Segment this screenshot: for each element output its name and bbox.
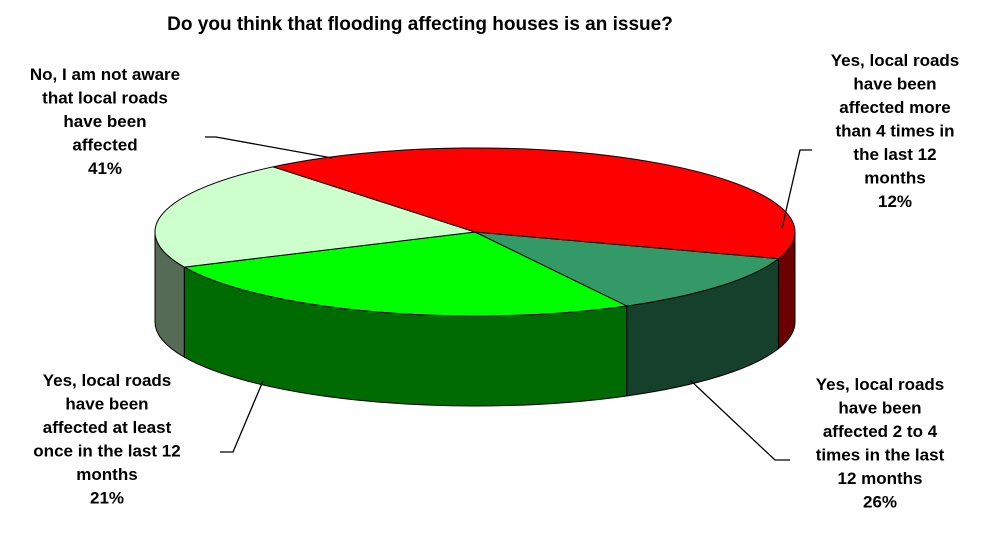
pie-slice-1 [182,231,629,317]
slice-label-2-line-2: affected at least [43,418,172,437]
percent-label-3: 41% [88,159,122,178]
pie-slice-2 [154,166,476,268]
slice-label-2-line-4: months [76,465,137,484]
slice-label-0-line-1: have been [853,75,936,94]
slice-label-0-line-5: months [864,169,925,188]
slice-label-2-line-1: have been [65,395,148,414]
slice-label-1-line-4: 12 months [837,469,922,488]
slice-label-2-line-3: once in the last 12 [33,442,180,461]
percent-label-0: 12% [878,192,912,211]
leader-line-0 [781,149,812,229]
slice-label-1-line-1: have been [838,399,921,418]
pie-slice-3 [271,147,796,260]
percent-label-1: 26% [863,493,897,512]
slice-label-3-line-0: No, I am not aware [30,65,180,84]
chart-title: Do you think that flooding affecting hou… [167,14,673,35]
percent-label-2: 21% [90,489,124,508]
slice-label-0-line-3: than 4 times in [835,122,954,141]
slice-label-0-line-0: Yes, local roads [831,51,960,70]
pie-slice-0 [474,231,780,307]
slice-label-0-line-4: the last 12 [853,145,936,164]
slice-label-3-line-1: that local roads [42,89,168,108]
leader-line-1 [689,379,790,461]
leader-line-2 [220,380,264,453]
slice-label-3-line-2: have been [63,112,146,131]
label-layer: Yes, local roads have been affected more th… [30,51,959,512]
slice-label-2-line-0: Yes, local roads [43,371,172,390]
slice-label-1-line-2: affected 2 to 4 [823,422,938,441]
slice-label-3-line-3: affected [72,136,137,155]
leader-line-3 [205,136,333,159]
slice-label-0-line-2: affected more [839,98,950,117]
slice-label-1-line-3: times in the last [816,446,945,465]
pie-layer [154,147,796,407]
slice-label-1-line-0: Yes, local roads [816,375,945,394]
